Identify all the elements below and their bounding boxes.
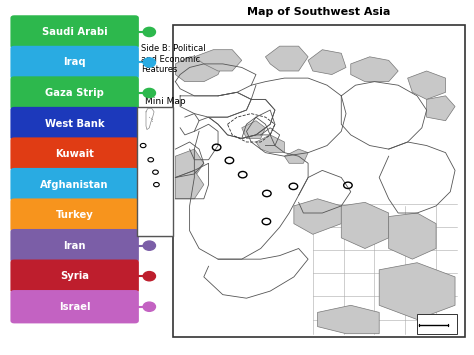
FancyBboxPatch shape <box>10 198 139 232</box>
Polygon shape <box>389 213 436 259</box>
Circle shape <box>143 211 155 220</box>
Polygon shape <box>256 135 284 153</box>
Polygon shape <box>318 305 379 334</box>
FancyBboxPatch shape <box>10 260 139 293</box>
Polygon shape <box>194 50 242 71</box>
FancyBboxPatch shape <box>10 107 139 140</box>
Polygon shape <box>351 57 398 82</box>
Text: Turkey: Turkey <box>56 210 93 220</box>
Text: Afghanistan: Afghanistan <box>40 180 109 190</box>
Text: Kuwait: Kuwait <box>55 149 94 159</box>
Text: Saudi Arabi: Saudi Arabi <box>42 27 108 37</box>
Polygon shape <box>284 149 308 163</box>
Text: Syria: Syria <box>60 271 89 281</box>
Text: Gaza Strip: Gaza Strip <box>45 88 104 98</box>
Circle shape <box>143 88 155 98</box>
Circle shape <box>143 119 155 128</box>
Polygon shape <box>427 96 455 121</box>
Bar <box>137 106 173 236</box>
Circle shape <box>143 149 155 159</box>
FancyBboxPatch shape <box>10 168 139 201</box>
FancyBboxPatch shape <box>10 290 139 323</box>
Text: West Bank: West Bank <box>45 119 104 129</box>
Polygon shape <box>308 50 346 75</box>
Bar <box>173 25 465 337</box>
FancyBboxPatch shape <box>10 46 139 79</box>
Polygon shape <box>265 46 308 71</box>
Polygon shape <box>242 121 265 138</box>
Bar <box>417 314 457 334</box>
Polygon shape <box>408 71 446 99</box>
FancyBboxPatch shape <box>10 137 139 171</box>
Circle shape <box>143 272 155 281</box>
Circle shape <box>143 302 155 311</box>
FancyBboxPatch shape <box>10 229 139 262</box>
Circle shape <box>143 58 155 67</box>
Polygon shape <box>294 199 341 234</box>
Text: Iraq: Iraq <box>64 58 86 67</box>
Polygon shape <box>379 263 455 320</box>
Polygon shape <box>341 202 389 248</box>
Text: Iran: Iran <box>64 241 86 251</box>
Text: Side B: Political
and Economic
Features: Side B: Political and Economic Features <box>141 44 206 74</box>
Text: Mini Map: Mini Map <box>145 97 185 106</box>
FancyBboxPatch shape <box>10 15 139 49</box>
Polygon shape <box>175 170 204 199</box>
FancyBboxPatch shape <box>10 76 139 110</box>
Circle shape <box>143 241 155 250</box>
Polygon shape <box>175 149 204 178</box>
Circle shape <box>143 27 155 37</box>
Circle shape <box>143 180 155 189</box>
Text: Israel: Israel <box>59 302 91 312</box>
Polygon shape <box>175 57 223 82</box>
Text: Map of Southwest Asia: Map of Southwest Asia <box>247 7 390 17</box>
